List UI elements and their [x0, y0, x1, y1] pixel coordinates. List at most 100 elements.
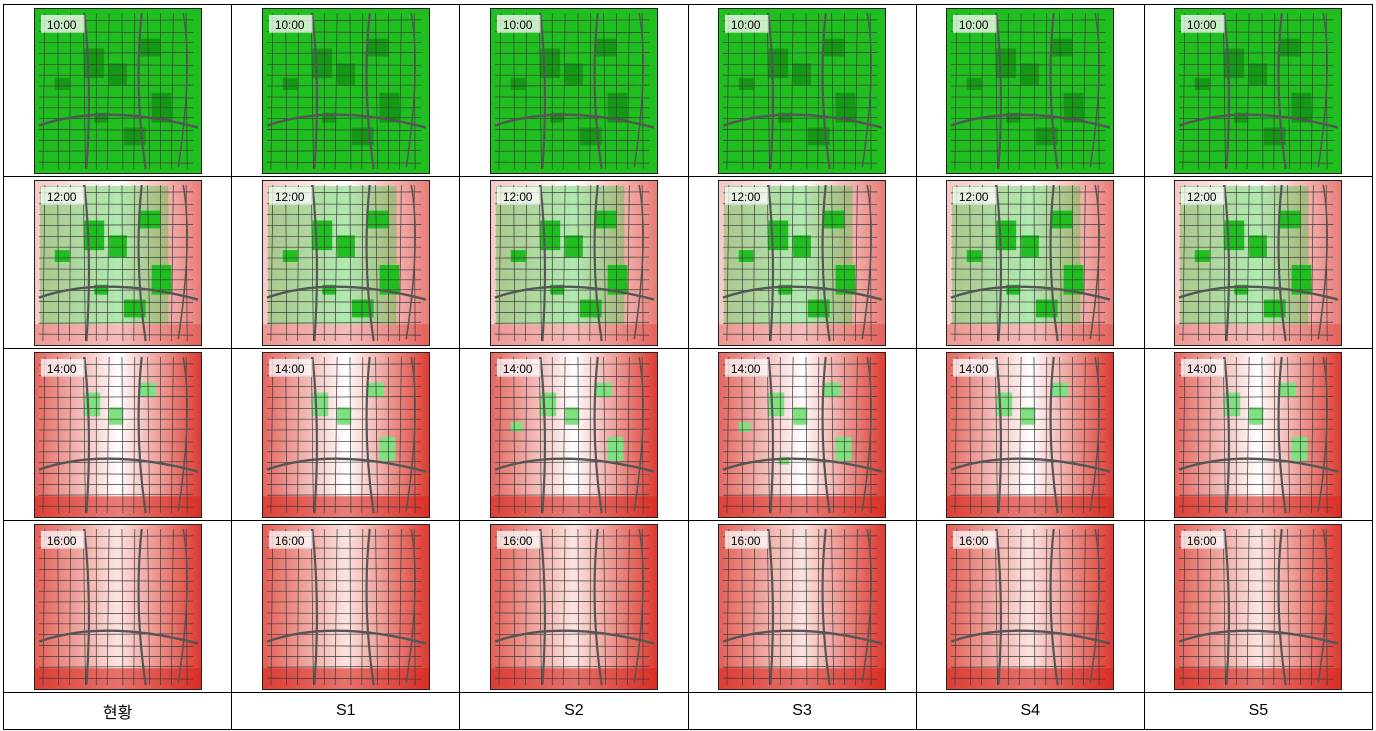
scenario-label: S4: [1020, 702, 1041, 719]
map-cell: 10:00: [460, 5, 689, 177]
map-cell: 14:00: [916, 349, 1145, 521]
time-label-bg: [1181, 358, 1225, 377]
time-label: 16:00: [275, 533, 305, 547]
time-label-bg: [268, 358, 313, 377]
shade-map: 12:00: [718, 179, 887, 346]
time-label-bg: [725, 358, 769, 377]
shade-map: 10:00: [718, 7, 887, 174]
time-label-bg: [953, 14, 997, 33]
scenario-header-cell: S4: [916, 693, 1145, 730]
scenario-label: S2: [564, 702, 584, 719]
comparison-table: 10:00 10:00 10:00 10:00 10:00 10:00 12:00 12:00…: [3, 4, 1373, 730]
map-cell: 14:00: [232, 349, 461, 521]
time-label: 10:00: [959, 17, 989, 31]
time-label-bg: [268, 186, 313, 205]
time-label: 12:00: [731, 189, 761, 203]
scenario-label: S3: [792, 702, 812, 719]
shade-map: 16:00: [489, 523, 658, 690]
map-cell: 12:00: [688, 177, 917, 349]
time-label-bg: [725, 14, 769, 33]
map-cell: 16:00: [232, 521, 461, 693]
map-cell: 16:00: [688, 521, 917, 693]
time-label: 14:00: [1187, 361, 1217, 375]
time-label: 16:00: [503, 533, 533, 547]
time-label: 10:00: [275, 17, 305, 31]
map-cell: 14:00: [460, 349, 689, 521]
time-label-bg: [40, 14, 84, 33]
shade-map: 16:00: [261, 523, 430, 690]
time-label-bg: [953, 358, 997, 377]
time-label-bg: [1181, 186, 1225, 205]
map-cell: 10:00: [232, 5, 461, 177]
time-label: 16:00: [46, 533, 76, 547]
time-label-bg: [40, 358, 84, 377]
shade-map: 16:00: [718, 523, 887, 690]
shade-map: 16:00: [33, 523, 202, 690]
map-cell: 10:00: [1144, 5, 1373, 177]
time-label-bg: [725, 530, 769, 549]
scenario-header-cell: S1: [232, 693, 461, 730]
time-label-bg: [496, 530, 541, 549]
shade-map: 12:00: [489, 179, 658, 346]
shade-map: 10:00: [946, 7, 1115, 174]
scenario-header-cell: S3: [688, 693, 917, 730]
time-label-bg: [496, 358, 541, 377]
time-label-bg: [268, 14, 313, 33]
shade-map: 10:00: [261, 7, 430, 174]
shade-map: 10:00: [33, 7, 202, 174]
time-label-bg: [953, 530, 997, 549]
time-label-bg: [268, 530, 313, 549]
time-label: 14:00: [46, 361, 76, 375]
shade-map: 16:00: [1174, 523, 1343, 690]
map-cell: 12:00: [232, 177, 461, 349]
time-label-bg: [496, 186, 541, 205]
time-label: 12:00: [46, 189, 76, 203]
map-cell: 16:00: [460, 521, 689, 693]
shade-map: 14:00: [946, 351, 1115, 518]
time-label: 12:00: [503, 189, 533, 203]
scenario-label: S1: [335, 702, 356, 719]
shade-map: 14:00: [261, 351, 430, 518]
shade-map: 14:00: [489, 351, 658, 518]
time-label: 10:00: [1187, 17, 1217, 31]
scenario-label: 현황: [102, 705, 133, 722]
time-label: 16:00: [1187, 533, 1217, 547]
map-cell: 16:00: [1144, 521, 1373, 693]
shade-map: 16:00: [946, 523, 1115, 690]
shade-map: 14:00: [1174, 351, 1343, 518]
time-label: 14:00: [503, 361, 533, 375]
shade-map: 10:00: [1174, 7, 1343, 174]
shade-map: 14:00: [718, 351, 887, 518]
time-label: 12:00: [1187, 189, 1217, 203]
map-cell: 10:00: [4, 5, 233, 177]
map-cell: 14:00: [688, 349, 917, 521]
map-cell: 10:00: [688, 5, 917, 177]
shade-map: 10:00: [489, 7, 658, 174]
shade-map: 12:00: [33, 179, 202, 346]
shade-map: 12:00: [946, 179, 1115, 346]
map-cell: 12:00: [4, 177, 233, 349]
time-label: 14:00: [731, 361, 761, 375]
map-cell: 14:00: [4, 349, 233, 521]
map-cell: 12:00: [916, 177, 1145, 349]
time-label: 10:00: [46, 17, 76, 31]
time-label: 12:00: [275, 189, 305, 203]
time-label: 10:00: [731, 17, 761, 31]
time-label-bg: [1181, 14, 1225, 33]
time-label: 12:00: [959, 189, 989, 203]
time-label-bg: [1181, 530, 1225, 549]
time-label-bg: [725, 186, 769, 205]
map-cell: 12:00: [460, 177, 689, 349]
time-label: 16:00: [959, 533, 989, 547]
time-label: 16:00: [731, 533, 761, 547]
shade-map: 14:00: [33, 351, 202, 518]
time-label-bg: [953, 186, 997, 205]
map-cell: 16:00: [4, 521, 233, 693]
map-cell: 10:00: [916, 5, 1145, 177]
map-cell: 12:00: [1144, 177, 1373, 349]
map-cell: 14:00: [1144, 349, 1373, 521]
time-label-bg: [40, 186, 84, 205]
time-label: 10:00: [503, 17, 533, 31]
time-label: 14:00: [959, 361, 989, 375]
time-label-bg: [496, 14, 541, 33]
